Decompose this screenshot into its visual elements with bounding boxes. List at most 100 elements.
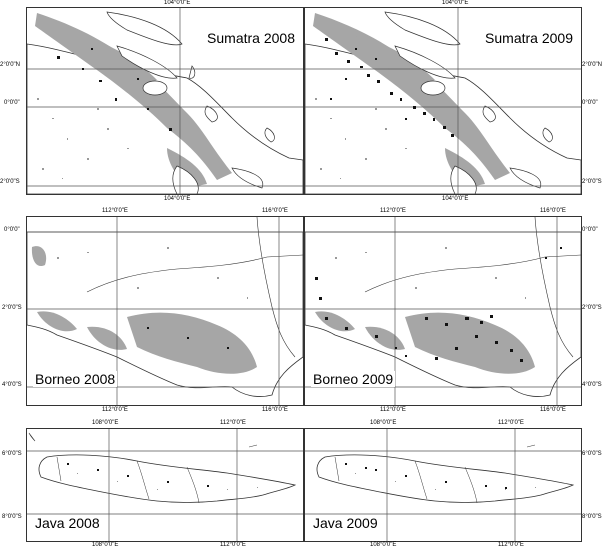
map-panel-borneo-2009: Borneo 2009 <box>304 216 582 406</box>
island <box>542 127 553 143</box>
tick-label: 4°0'0"S <box>582 382 602 388</box>
hotspot-cluster <box>345 463 507 489</box>
scattered-forest-speckles <box>315 98 407 179</box>
tick-label: 112°0'0"E <box>220 542 246 548</box>
island <box>264 127 275 143</box>
tick-label: 112°0'0"E <box>380 208 406 214</box>
tick-label: 6°0'0"S <box>2 451 22 457</box>
tick-label: 4°0'0"S <box>2 382 22 388</box>
hotspot-cluster <box>67 463 209 487</box>
island <box>248 444 258 448</box>
map-sumatra-2008 <box>27 8 303 194</box>
province-border <box>136 460 150 500</box>
province-border <box>464 466 478 504</box>
forest-area <box>37 311 77 332</box>
tick-label: 108°0'0"E <box>370 420 397 426</box>
coastline <box>38 454 297 503</box>
map-borneo-2009 <box>305 217 581 405</box>
scattered-forest-speckles <box>335 247 526 299</box>
island <box>450 165 477 194</box>
panel-title: Sumatra 2008 <box>205 30 297 46</box>
scattered-forest-speckles <box>37 98 129 179</box>
forest-area <box>127 312 257 374</box>
tick-label: 2°0'0"S <box>582 305 602 311</box>
province-border <box>534 217 574 358</box>
forest-area <box>75 36 157 83</box>
province-border <box>86 254 303 293</box>
island <box>509 167 542 189</box>
province-border <box>256 217 296 358</box>
island <box>172 165 199 194</box>
island <box>482 105 496 123</box>
panel-title: Borneo 2009 <box>311 371 396 387</box>
tick-label: 6°0'0"S <box>582 451 602 457</box>
province-border <box>414 460 428 500</box>
tick-label: 0°0'0" <box>4 227 20 233</box>
map-panel-sumatra-2009: Sumatra 2009 <box>304 7 582 195</box>
map-java-2008 <box>27 429 303 541</box>
tick-label: 0°0'0" <box>4 100 20 106</box>
map-panel-sumatra-2008: Sumatra 2008 <box>26 7 304 195</box>
tick-label: 112°0'0"E <box>102 208 128 214</box>
tick-label: 2°0'0"S <box>2 305 22 311</box>
tick-label: 2°0'0"S <box>582 179 602 185</box>
map-panel-java-2009: Java 2009 <box>304 428 582 542</box>
province-border <box>186 466 200 504</box>
panel-title: Java 2008 <box>33 515 102 531</box>
tick-label: 8°0'0"S <box>582 514 602 520</box>
hotspot-cluster <box>57 48 172 131</box>
tick-label: 104°0'0"E <box>164 196 191 202</box>
forest-area <box>31 246 47 267</box>
tick-label: 2°0'0"N <box>582 62 603 68</box>
map-java-2009 <box>305 429 581 541</box>
forest-area <box>315 311 355 332</box>
tick-label: 112°0'0"E <box>498 542 524 548</box>
forest-area <box>405 312 535 374</box>
forest-area <box>167 148 207 188</box>
island <box>188 65 196 79</box>
island <box>231 167 264 189</box>
island <box>394 45 456 79</box>
forest-area <box>35 13 232 180</box>
tick-label: 104°0'0"E <box>164 0 191 6</box>
scattered-forest-speckles <box>355 473 536 490</box>
panel-title: Sumatra 2009 <box>483 30 575 46</box>
tick-label: 108°0'0"E <box>92 420 119 426</box>
panel-title: Borneo 2008 <box>33 371 118 387</box>
map-panel-borneo-2008: Borneo 2008 <box>26 216 304 406</box>
province-border <box>56 456 62 482</box>
tick-label: 8°0'0"S <box>2 514 22 520</box>
map-borneo-2008 <box>27 217 303 405</box>
forest-area <box>445 148 485 188</box>
island <box>116 45 178 79</box>
island <box>142 80 168 96</box>
island <box>106 11 183 46</box>
tick-label: 108°0'0"E <box>92 542 119 548</box>
panel-title: Java 2009 <box>311 515 380 531</box>
scattered-forest-speckles <box>57 247 248 299</box>
map-panel-java-2008: Java 2008 <box>26 428 304 542</box>
tick-label: 112°0'0"E <box>102 407 128 413</box>
forest-area <box>353 36 435 83</box>
tick-label: 104°0'0"E <box>442 0 469 6</box>
hotspot-cluster <box>325 38 454 137</box>
forest-area <box>313 13 510 180</box>
map-sumatra-2009 <box>305 8 581 194</box>
scattered-forest-speckles <box>77 473 258 490</box>
island <box>420 80 446 96</box>
tick-label: 0°0'0" <box>582 227 598 233</box>
tick-label: 112°0'0"E <box>220 420 246 426</box>
coastline <box>316 454 575 503</box>
tick-label: 2°0'0"S <box>0 179 20 185</box>
tick-label: 104°0'0"E <box>442 196 469 202</box>
coastline <box>28 432 36 442</box>
tick-label: 116°0'0"E <box>262 208 288 214</box>
province-border <box>334 456 340 482</box>
island <box>526 444 536 448</box>
island <box>384 11 461 46</box>
island <box>204 105 218 123</box>
tick-label: 112°0'0"E <box>498 420 524 426</box>
tick-label: 2°0'0"N <box>0 62 21 68</box>
hotspot-cluster <box>315 247 562 362</box>
province-border <box>364 254 581 293</box>
